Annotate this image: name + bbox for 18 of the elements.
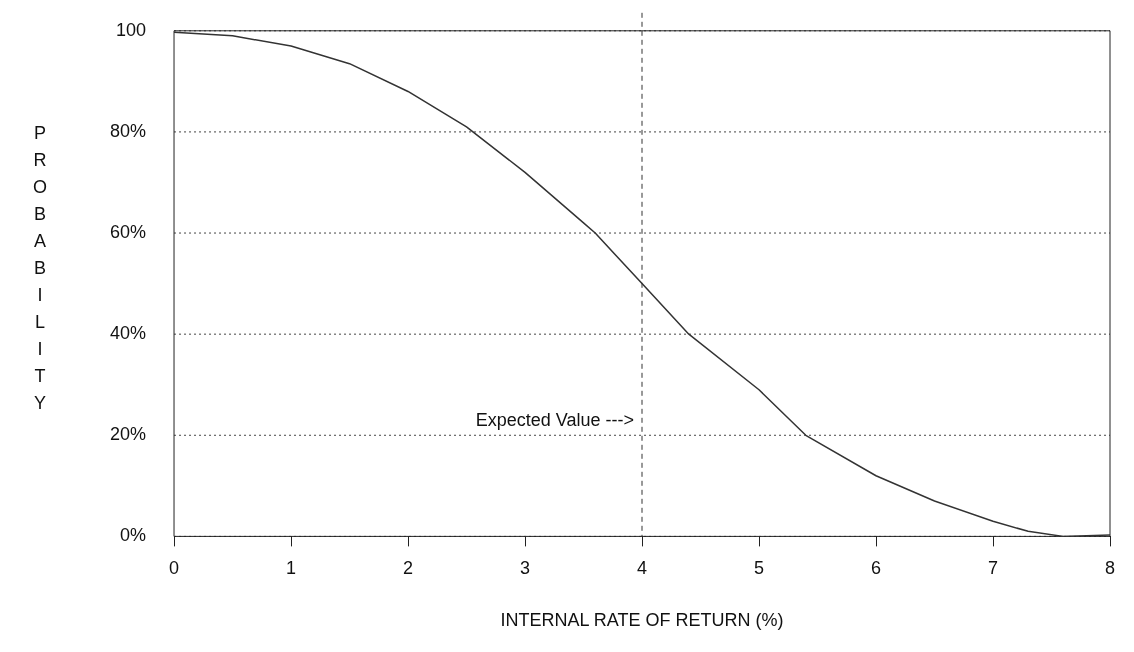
- x-tick-label: 7: [988, 558, 999, 579]
- x-tick-label: 0: [169, 558, 180, 579]
- text: PROBABILITY: [32, 122, 48, 413]
- y-tick-label: 40%: [110, 323, 147, 344]
- x-tick-label: 6: [871, 558, 882, 579]
- y-tick-label: 100: [115, 19, 147, 40]
- x-tick-label: 1: [286, 558, 297, 579]
- annotation: Expected Value --->: [475, 410, 635, 431]
- x-tick-label: 2: [403, 558, 414, 579]
- x-tick-label: 3: [520, 558, 531, 579]
- y-tick-label: 20%: [110, 424, 147, 445]
- x-axis-title: INTERNAL RATE OF RETURN (%): [500, 610, 784, 631]
- y-tick-label: 0%: [120, 525, 147, 546]
- y-tick-label: 80%: [110, 120, 147, 141]
- y-tick-label: 60%: [110, 222, 147, 243]
- x-tick-label: 8: [1104, 558, 1116, 579]
- x-tick-label: 4: [637, 558, 648, 579]
- x-tick-label: 5: [754, 558, 765, 579]
